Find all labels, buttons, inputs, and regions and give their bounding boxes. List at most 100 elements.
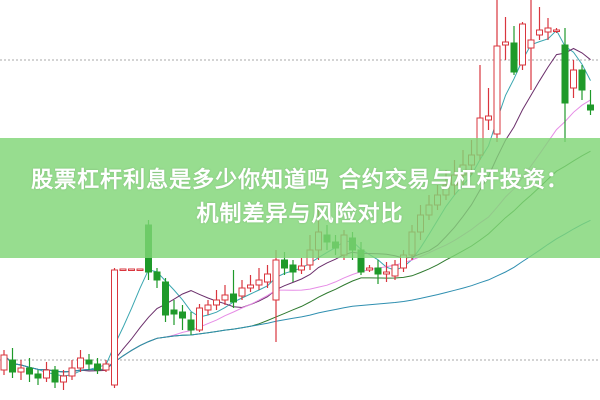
candle-body xyxy=(578,69,586,91)
candle xyxy=(9,348,16,378)
candle-body xyxy=(119,268,127,271)
candle-body xyxy=(238,287,246,297)
candle xyxy=(502,17,509,60)
candle xyxy=(544,18,552,40)
candle-body xyxy=(187,319,195,331)
candle xyxy=(68,360,76,380)
candle xyxy=(536,7,543,40)
candle xyxy=(213,290,220,310)
candle xyxy=(493,0,501,142)
candle-body xyxy=(51,369,59,383)
candle xyxy=(527,0,535,90)
candle-body xyxy=(587,104,594,111)
candle-body xyxy=(553,29,560,32)
candle xyxy=(85,354,93,370)
ma60-line xyxy=(3,219,591,373)
candle-body xyxy=(264,273,271,283)
candle-body xyxy=(527,39,535,49)
candle-body xyxy=(561,44,569,104)
ma5-line xyxy=(3,29,591,377)
candle xyxy=(136,268,144,271)
candle xyxy=(570,60,577,98)
candle xyxy=(485,88,492,130)
candle-body xyxy=(128,268,135,271)
candle xyxy=(383,262,390,282)
candle xyxy=(204,300,212,315)
candle-body xyxy=(17,367,25,373)
candle xyxy=(119,268,127,271)
candle-body xyxy=(94,363,101,371)
candle xyxy=(43,362,50,382)
candle xyxy=(238,280,246,300)
candle xyxy=(162,278,169,322)
candle xyxy=(578,65,586,100)
candle-body xyxy=(298,265,305,271)
candle-body xyxy=(383,271,390,275)
candle-body xyxy=(111,269,118,386)
candle-body xyxy=(281,259,288,269)
candle xyxy=(519,22,526,70)
candle-body xyxy=(136,268,144,271)
candle xyxy=(587,90,594,115)
candle xyxy=(230,270,237,308)
candle xyxy=(153,268,161,288)
candle xyxy=(77,350,84,372)
candle-body xyxy=(536,29,543,36)
candle xyxy=(272,250,280,342)
candle xyxy=(391,260,399,280)
candle xyxy=(187,312,195,335)
candle-body xyxy=(272,259,280,301)
candle xyxy=(289,260,297,282)
candle-body xyxy=(34,373,42,379)
candle-body xyxy=(493,45,501,135)
candle-body xyxy=(153,271,161,281)
candle-body xyxy=(43,369,50,379)
candle-body xyxy=(102,363,110,371)
title-banner: 股票杠杆利息是多少你知道吗 合约交易与杠杆投资： 机制差异与风险对比 xyxy=(0,138,600,258)
candle-body xyxy=(196,307,203,331)
candle-body xyxy=(170,309,178,315)
candle-body xyxy=(544,27,552,33)
candle-body xyxy=(502,41,509,46)
candle xyxy=(561,28,569,142)
candle xyxy=(247,275,254,292)
candle-body xyxy=(485,115,492,121)
candle-body xyxy=(179,311,186,319)
candle-body xyxy=(255,279,263,286)
candle-body xyxy=(77,357,84,369)
candle xyxy=(51,366,59,388)
candle xyxy=(366,265,373,272)
candle xyxy=(34,370,42,385)
candle-body xyxy=(162,281,169,316)
candle xyxy=(128,268,135,271)
candle-body xyxy=(9,359,16,373)
candle-body xyxy=(221,294,229,301)
candle-body xyxy=(213,299,220,306)
candle-body xyxy=(26,367,33,375)
candle xyxy=(26,358,33,382)
candle-body xyxy=(85,359,93,365)
candle xyxy=(17,360,25,380)
candle-body xyxy=(391,264,399,277)
candle-body xyxy=(230,293,237,303)
title-line-2: 机制差异与风险对比 xyxy=(196,202,404,227)
candle-body xyxy=(570,69,577,89)
candle xyxy=(94,358,101,374)
candle xyxy=(255,268,263,290)
candle-body xyxy=(366,267,373,271)
candle-body xyxy=(289,264,297,273)
candle-body xyxy=(0,354,8,371)
candle-body xyxy=(519,23,526,66)
candle xyxy=(102,360,110,372)
candle xyxy=(374,260,382,284)
candle xyxy=(221,285,229,305)
candle-body xyxy=(60,375,67,383)
candle xyxy=(170,300,178,325)
candle xyxy=(510,26,518,75)
candle xyxy=(60,370,67,390)
candle-body xyxy=(247,284,254,289)
candle-body xyxy=(204,304,212,311)
title-line-1: 股票杠杆利息是多少你知道吗 合约交易与杠杆投资： xyxy=(31,168,569,193)
candle xyxy=(264,265,271,288)
